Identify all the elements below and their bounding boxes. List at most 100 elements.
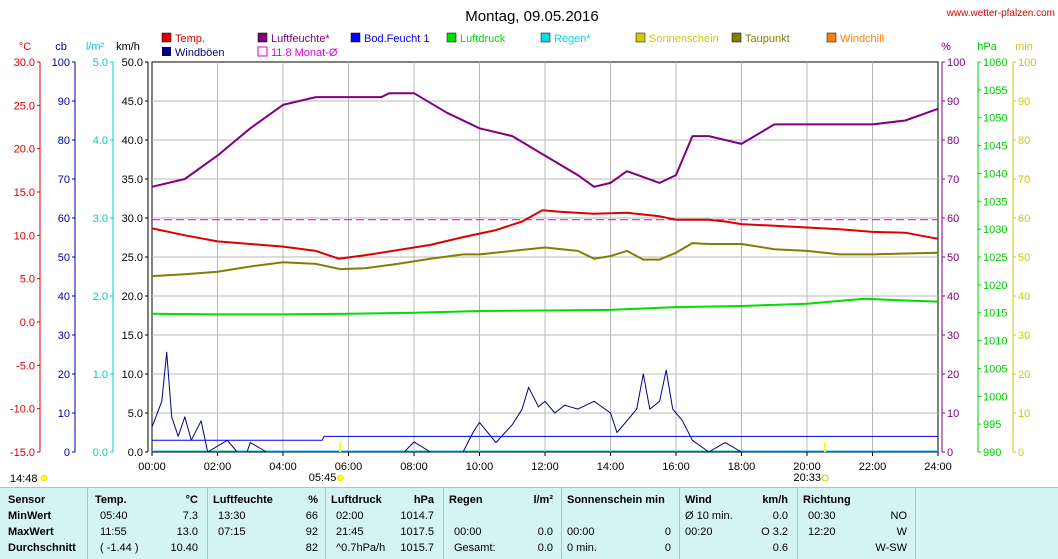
sunset-icon (821, 474, 829, 482)
temp-axis-tick-label: 25.0 (14, 100, 35, 112)
table-header-label: Temp. (95, 494, 127, 506)
table-cell-value: 0 (664, 542, 671, 554)
table-header-unit: km/h (762, 494, 788, 506)
x-tick-label: 04:00 (269, 461, 297, 473)
wind-axis-tick-label: 10.0 (122, 369, 143, 381)
legend-swatch (350, 32, 361, 43)
table-column-divider (797, 487, 798, 559)
legend-label: Regen* (554, 33, 591, 45)
table-cell-value: 0.0 (537, 542, 553, 554)
axis-unit-label: °C (19, 41, 31, 53)
chart-title: Montag, 09.05.2016 (465, 8, 598, 25)
legend-swatch (257, 32, 268, 43)
table-cell-value: NO (890, 510, 908, 522)
rain-axis-tick-label: 4.0 (93, 135, 108, 147)
axis-unit-label: cb (55, 41, 67, 53)
wind-axis-tick-label: 25.0 (122, 252, 143, 264)
wind-axis-tick-label: 20.0 (122, 291, 143, 303)
table-cell-time: 12:20 (808, 526, 836, 538)
temp-axis-tick-label: -10.0 (10, 404, 35, 416)
legend-label: Windchill (840, 33, 884, 45)
table-cell-value: 1014.7 (400, 510, 434, 522)
hum-axis-tick-label: 0 (947, 447, 953, 459)
table-cell-time: ^0.7hPa/h (336, 542, 386, 554)
temp-axis-tick-label: 10.0 (14, 230, 35, 242)
pres-axis-tick-label: 1000 (983, 391, 1007, 403)
sun-axis-tick-label: 90 (1018, 96, 1030, 108)
table-row-label: Durchschnitt (8, 542, 76, 554)
hum-axis-tick-label: 80 (947, 135, 959, 147)
axes: 30.0 25.0 20.0 15.0 10.0 5.0 0.0 -5.0 -10.0 -15.0… (10, 57, 1036, 473)
sun-axis-tick-label: 20 (1018, 369, 1030, 381)
temp-axis-tick-label: 20.0 (14, 144, 35, 156)
legend-label: Taupunkt (745, 33, 790, 45)
series-line-temp- (151, 209, 939, 260)
axis-unit-label: hPa (977, 41, 997, 53)
table-cell-value: 7.3 (182, 510, 198, 522)
cb-axis-tick-label: 20 (58, 369, 70, 381)
table-top-border (0, 487, 1058, 488)
wind-axis-tick-label: 15.0 (122, 330, 143, 342)
table-cell-value: 10.40 (170, 542, 198, 554)
table-cell-value: 92 (305, 526, 318, 538)
site-url[interactable]: www.wetter-pfalzen.com (946, 8, 1055, 19)
x-tick-label: 08:00 (400, 461, 428, 473)
legend-swatch (162, 47, 171, 56)
table-header-label: Sonnenschein min (567, 494, 665, 506)
legend-swatch (731, 32, 742, 43)
weather-chart: Montag, 09.05.2016 www.wetter-pfalzen.co… (10, 8, 1055, 485)
table-column-divider (207, 487, 208, 559)
axis-unit-label: km/h (116, 41, 140, 53)
x-tick-label: 16:00 (662, 461, 690, 473)
table-cell-time: 21:45 (336, 526, 364, 538)
wind-axis-tick-label: 35.0 (122, 174, 143, 186)
pres-axis-tick-label: 1030 (983, 224, 1007, 236)
table-cell-time: ( -1.44 ) (100, 542, 139, 554)
wind-axis-tick-label: 5.0 (128, 408, 143, 420)
legend-label: Windböen (175, 47, 225, 59)
x-tick-label: 18:00 (728, 461, 756, 473)
wind-axis-tick-label: 40.0 (122, 135, 143, 147)
series-line-luftfeuchte- (151, 92, 939, 188)
x-tick-label: 02:00 (204, 461, 232, 473)
table-column-divider (561, 487, 562, 559)
axis-unit-label: min (1015, 41, 1033, 53)
rain-axis-tick-label: 2.0 (93, 291, 108, 303)
table-cell-time: Gesamt: (454, 542, 496, 554)
wind-axis-tick-label: 0.0 (128, 447, 143, 459)
wind-axis-tick-label: 30.0 (122, 213, 143, 225)
table-cell-value: 66 (305, 510, 318, 522)
cb-axis-tick-label: 70 (58, 174, 70, 186)
wind-axis-tick-label: 45.0 (122, 96, 143, 108)
sunrise-time: 05:45 (309, 472, 337, 484)
rain-axis-tick-label: 1.0 (93, 369, 108, 381)
table-header-label: Luftdruck (331, 494, 382, 506)
table-cell-value: 13.0 (176, 526, 198, 538)
cb-axis-tick-label: 30 (58, 330, 70, 342)
series-line-taupunkt (151, 242, 939, 278)
table-cell-time: 05:40 (100, 510, 128, 522)
table-column-divider (443, 487, 444, 559)
sun-axis-tick-label: 30 (1018, 330, 1030, 342)
legend: Temp. Luftfeuchte* Bod.Feucht 1 Luftdruck Re… (161, 32, 884, 59)
legend-label: 11.8 Monat-Ø (271, 47, 338, 59)
legend-swatch (446, 32, 457, 43)
table-cell-time: 0 min. (567, 542, 597, 554)
pres-axis-tick-label: 1020 (983, 280, 1007, 292)
rain-axis-tick-label: 0.0 (93, 447, 108, 459)
table-header-unit: °C (185, 494, 198, 506)
cb-axis-tick-label: 100 (52, 57, 70, 69)
legend-label: Temp. (175, 33, 205, 45)
axis-units: °C cb l/m² km/h% hPa min (19, 41, 1033, 53)
hum-axis-tick-label: 30 (947, 330, 959, 342)
table-cell-time: 02:00 (336, 510, 364, 522)
sunrise-icon (337, 474, 344, 482)
table-column-divider (679, 487, 680, 559)
sun-axis-tick-label: 50 (1018, 252, 1030, 264)
temp-axis-tick-label: 30.0 (14, 57, 35, 69)
axis-unit-label: % (941, 41, 951, 53)
x-tick-label: 24:00 (924, 461, 952, 473)
table-header-label: Regen (449, 494, 483, 506)
table-header-label: Sensor (8, 494, 46, 506)
pres-axis-tick-label: 995 (983, 419, 1001, 431)
